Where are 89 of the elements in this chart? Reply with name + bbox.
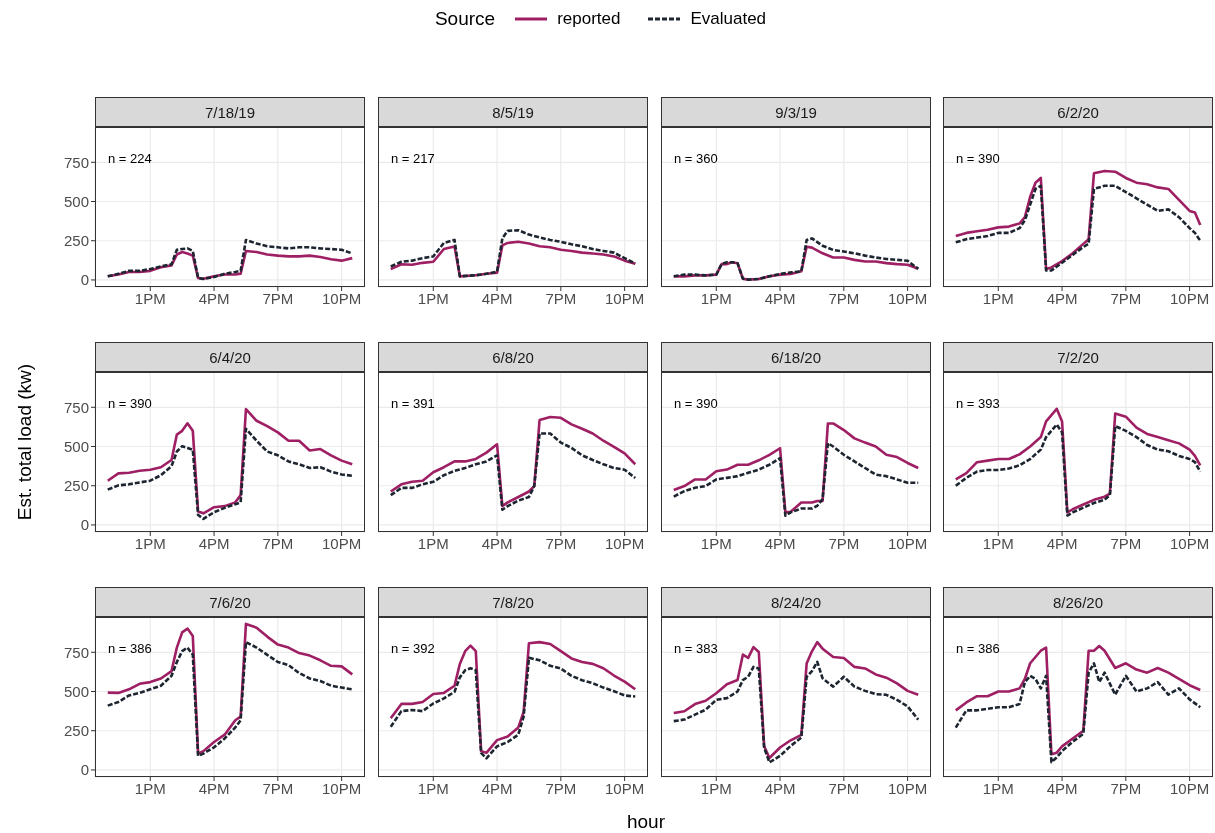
annotation: n = 393	[956, 396, 1000, 411]
y-tick-label: 500	[63, 682, 89, 700]
x-tick-label: 7PM	[828, 779, 860, 797]
x-tick-label: 1PM	[700, 289, 732, 307]
chart-title: 6/18/20	[661, 342, 931, 372]
legend-title: Source	[434, 8, 496, 30]
x-tick-label: 1PM	[982, 779, 1014, 797]
x-tick-label: 4PM	[1046, 289, 1078, 307]
x-tick-label: 7PM	[545, 534, 577, 552]
x-tick-label: 7PM	[262, 779, 294, 797]
x-tick-label: 10PM	[605, 779, 645, 797]
x-tick-label: 1PM	[134, 534, 166, 552]
chart-title: 6/8/20	[378, 342, 648, 372]
x-tick-label: 10PM	[322, 534, 362, 552]
annotation: n = 390	[956, 151, 1000, 166]
x-tick-label: 7PM	[262, 289, 294, 307]
x-tick-label: 10PM	[1170, 534, 1210, 552]
chart-title: 9/3/19	[661, 97, 931, 127]
x-tick-label: 10PM	[888, 534, 928, 552]
annotation: n = 386	[108, 641, 152, 656]
chart-title: 8/26/20	[943, 587, 1213, 617]
x-tick-label: 10PM	[605, 289, 645, 307]
x-tick-label: 4PM	[1046, 534, 1078, 552]
x-tick-label: 4PM	[198, 534, 230, 552]
annotation: n = 383	[674, 641, 718, 656]
x-tick-label: 1PM	[417, 534, 449, 552]
chart-title: 6/4/20	[95, 342, 365, 372]
x-tick-label: 7PM	[1110, 534, 1142, 552]
chart-title: 8/24/20	[661, 587, 931, 617]
x-tick-label: 10PM	[1170, 289, 1210, 307]
x-tick-label: 4PM	[764, 534, 796, 552]
x-tick-label: 10PM	[605, 534, 645, 552]
x-tick-label: 10PM	[888, 289, 928, 307]
x-tick-label: 1PM	[982, 534, 1014, 552]
y-tick-label: 250	[63, 232, 89, 250]
y-tick-label: 750	[63, 398, 89, 416]
y-tick-label: 250	[63, 477, 89, 495]
y-tick-label: 0	[80, 271, 89, 289]
y-tick-label: 500	[63, 437, 89, 455]
x-tick-label: 4PM	[481, 289, 513, 307]
x-tick-label: 1PM	[134, 289, 166, 307]
x-tick-label: 7PM	[1110, 289, 1142, 307]
y-tick-label: 500	[63, 192, 89, 210]
x-tick-label: 1PM	[134, 779, 166, 797]
x-tick-label: 7PM	[828, 534, 860, 552]
chart-title: 6/2/20	[943, 97, 1213, 127]
legend-label: reported	[557, 9, 621, 29]
annotation: n = 217	[391, 151, 435, 166]
chart-title: 7/8/20	[378, 587, 648, 617]
annotation: n = 391	[391, 396, 435, 411]
annotation: n = 390	[108, 396, 152, 411]
x-tick-label: 7PM	[828, 289, 860, 307]
x-tick-label: 1PM	[417, 779, 449, 797]
annotation: n = 386	[956, 641, 1000, 656]
x-tick-label: 4PM	[481, 534, 513, 552]
y-tick-label: 0	[80, 761, 89, 779]
x-tick-label: 4PM	[198, 289, 230, 307]
x-tick-label: 10PM	[322, 289, 362, 307]
x-tick-label: 10PM	[888, 779, 928, 797]
x-tick-label: 4PM	[481, 779, 513, 797]
x-tick-label: 4PM	[764, 289, 796, 307]
annotation: n = 392	[391, 641, 435, 656]
annotation: n = 224	[108, 151, 152, 166]
x-tick-label: 1PM	[700, 779, 732, 797]
chart-title: 7/6/20	[95, 587, 365, 617]
x-tick-label: 10PM	[1170, 779, 1210, 797]
y-axis-title: Est. total load (kw)	[14, 363, 36, 521]
x-tick-label: 7PM	[545, 289, 577, 307]
chart-title: 8/5/19	[378, 97, 648, 127]
x-tick-label: 1PM	[982, 289, 1014, 307]
x-tick-label: 4PM	[764, 779, 796, 797]
annotation: n = 390	[674, 396, 718, 411]
chart-title: 7/2/20	[943, 342, 1213, 372]
chart-title: 7/18/19	[95, 97, 365, 127]
y-tick-label: 750	[63, 153, 89, 171]
legend-label: Evaluated	[690, 9, 767, 29]
x-axis-title: hour	[626, 811, 666, 833]
x-tick-label: 7PM	[262, 534, 294, 552]
x-tick-label: 7PM	[1110, 779, 1142, 797]
x-tick-label: 7PM	[545, 779, 577, 797]
y-tick-label: 250	[63, 722, 89, 740]
x-tick-label: 10PM	[322, 779, 362, 797]
x-tick-label: 4PM	[198, 779, 230, 797]
x-tick-label: 4PM	[1046, 779, 1078, 797]
x-tick-label: 1PM	[417, 289, 449, 307]
x-tick-label: 1PM	[700, 534, 732, 552]
y-tick-label: 0	[80, 516, 89, 534]
y-tick-label: 750	[63, 643, 89, 661]
annotation: n = 360	[674, 151, 718, 166]
